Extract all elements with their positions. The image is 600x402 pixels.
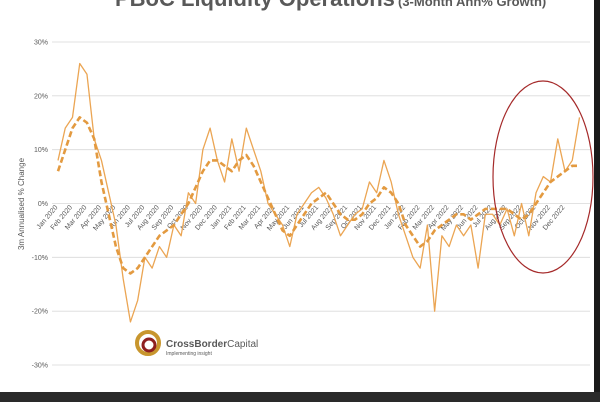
chart-subtitle: (3-Month Ann% Growth)	[398, 0, 546, 9]
y-tick-label: 0%	[38, 201, 48, 208]
logo-name: Capital	[227, 339, 258, 350]
y-tick-label: 20%	[34, 93, 48, 100]
frame	[0, 392, 600, 402]
y-axis-label: 3m Annualised % Change	[17, 157, 26, 250]
grid: 30% 20% 10% 0% -10% -20% -30%	[32, 40, 590, 370]
y-tick-label: -20%	[32, 309, 48, 316]
logo: CrossBorderCapital Implementing insight	[135, 330, 258, 357]
y-tick-label: 30%	[34, 40, 48, 47]
logo-icon	[141, 337, 157, 353]
y-tick-label: -30%	[32, 363, 48, 370]
plot	[56, 62, 581, 323]
data-line	[56, 116, 580, 275]
frame	[594, 0, 600, 402]
logo-icon	[135, 330, 161, 356]
highlight-ellipse	[492, 80, 594, 274]
y-tick-label: 10%	[34, 147, 48, 154]
logo-tagline: Implementing insight	[166, 351, 212, 357]
logo-text: CrossBorderCapital	[166, 339, 258, 350]
logo-name: CrossBorder	[166, 339, 227, 350]
chart-title: PBoC Liquidity Operations	[115, 0, 395, 11]
y-tick-label: -10%	[32, 255, 48, 262]
